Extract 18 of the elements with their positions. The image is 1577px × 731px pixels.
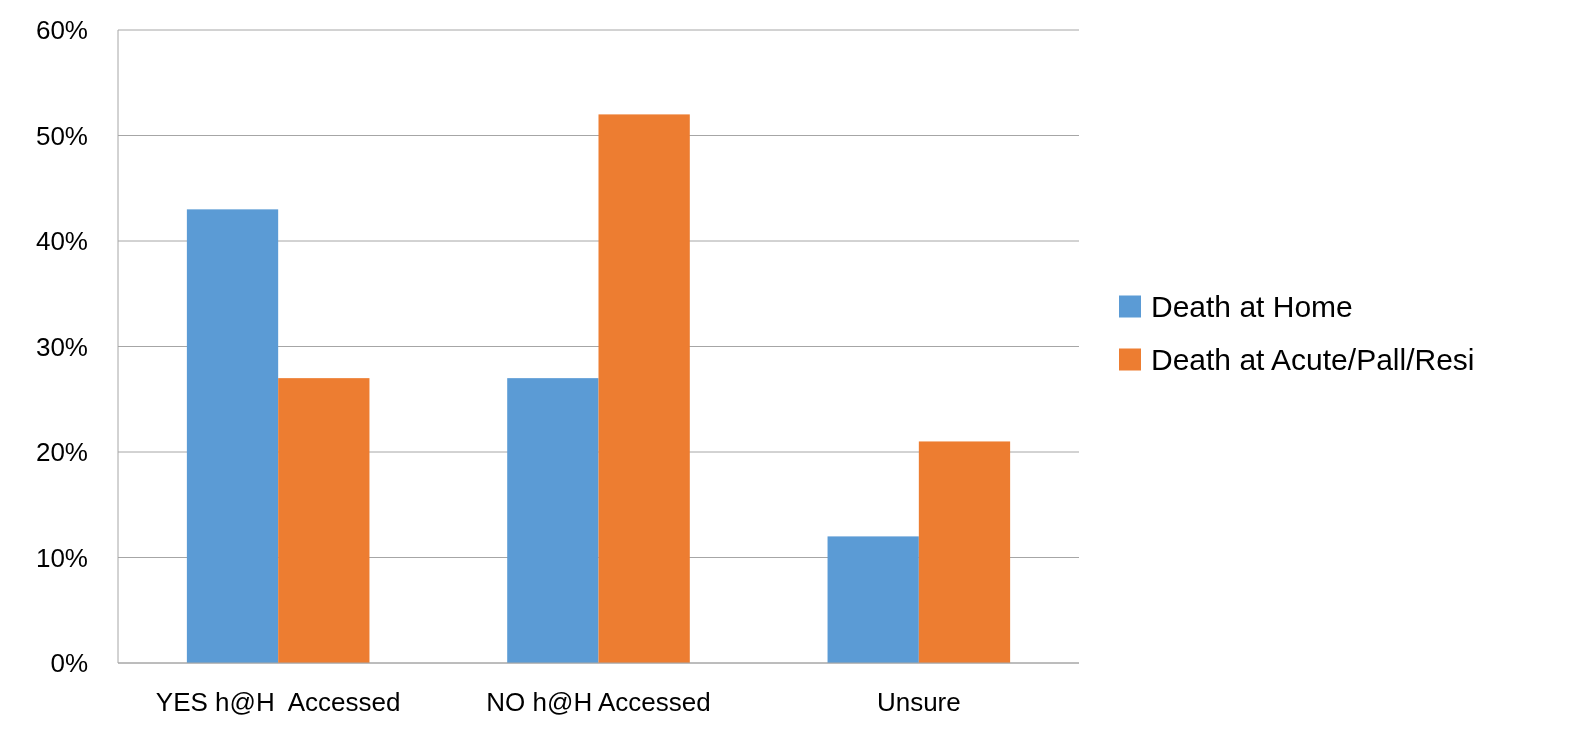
y-tick-label: 60% xyxy=(35,15,88,46)
y-tick-label: 10% xyxy=(35,542,88,573)
x-tick-label: YES h@H Accessed xyxy=(155,687,401,717)
y-tick-label: 30% xyxy=(35,331,88,362)
bar xyxy=(507,378,599,663)
y-tick-label: 50% xyxy=(35,120,88,151)
x-tick-label: Unsure xyxy=(876,687,961,717)
bar xyxy=(827,536,919,663)
y-tick-label: 40% xyxy=(35,226,88,257)
y-tick-label: 20% xyxy=(35,437,88,468)
legend-label: Death at Acute/Pall/Resi xyxy=(1151,343,1475,376)
y-tick-label: 0% xyxy=(50,648,88,679)
x-tick-label: NO h@H Accessed xyxy=(486,687,711,717)
bar xyxy=(186,209,279,663)
legend-label: Death at Home xyxy=(1151,290,1353,323)
bar xyxy=(278,378,370,663)
bar xyxy=(918,441,1011,663)
bar xyxy=(598,114,690,663)
